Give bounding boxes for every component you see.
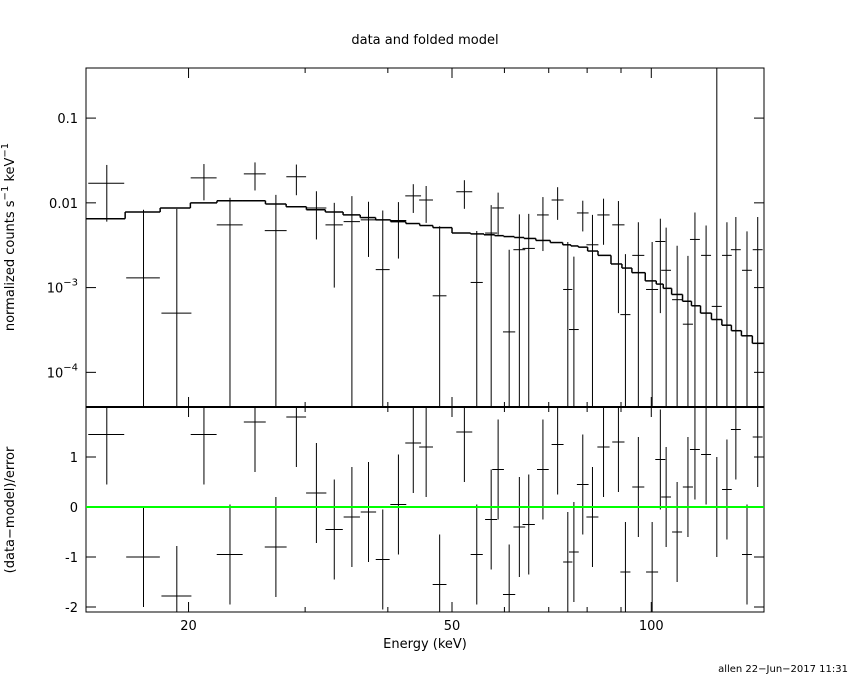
x-tick-label: 20 [180, 619, 197, 634]
x-tick-label: 50 [444, 619, 461, 634]
footer: allen 22−Jun−2017 11:31 [718, 664, 848, 675]
y-tick-label-base: 10 [47, 366, 64, 381]
y-axis-label: normalized counts s−1 keV−1 [0, 143, 18, 331]
y-tick-label: 10−4 [47, 362, 78, 381]
residual-y-axis-label: (data−model)/error [3, 446, 18, 573]
y-axis-label-text: normalized counts s [3, 200, 18, 331]
x-tick-label: 100 [639, 619, 664, 634]
y-tick-label-exponent: −4 [63, 362, 78, 373]
residual-y-tick-label: 0 [70, 501, 78, 516]
y-tick-label-base: 10 [47, 282, 64, 297]
residual-y-tick-label: -1 [65, 551, 78, 566]
top-plot-area [86, 68, 764, 407]
residual-y-tick-label: -2 [65, 601, 78, 616]
y-tick-label: 10−3 [47, 278, 78, 297]
bottom-panel-frame [85, 406, 765, 613]
chart-title: data and folded model [351, 33, 498, 48]
y-axis-label-exponent: −1 [0, 186, 11, 201]
y-tick-label: 0.1 [57, 112, 78, 127]
top-panel-frame [85, 67, 765, 408]
y-tick-label: 0.01 [49, 197, 78, 212]
y-tick-label-exponent: −3 [63, 278, 78, 289]
residual-y-tick-label: 1 [70, 451, 78, 466]
x-axis-label: Energy (keV) [383, 637, 467, 652]
y-axis-label-exponent: −1 [0, 143, 11, 158]
bottom-plot-area [86, 407, 764, 612]
y-axis-label-text: keV [3, 157, 18, 185]
